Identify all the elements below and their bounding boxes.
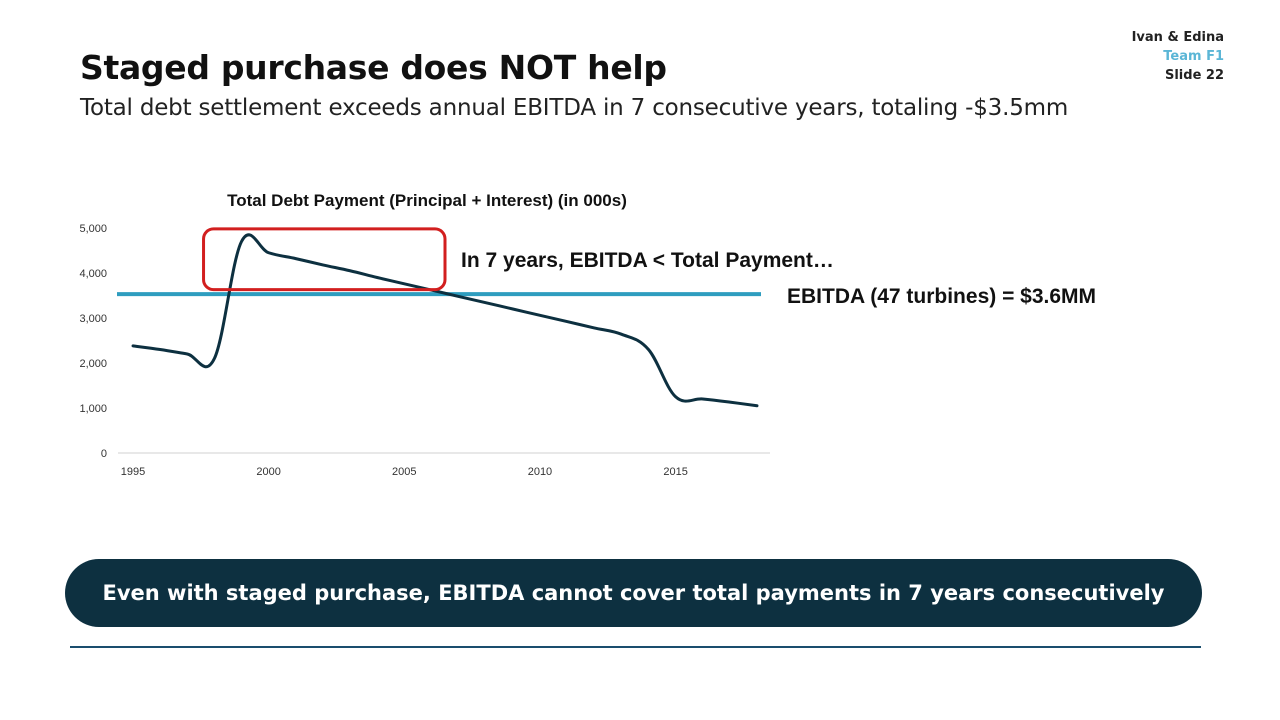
y-axis-ticks: 0 1,000 2,000 3,000 4,000 5,000 xyxy=(79,223,107,460)
x-tick-label: 2000 xyxy=(256,466,280,478)
bottom-divider xyxy=(70,646,1201,648)
y-tick-label: 2,000 xyxy=(79,358,107,370)
author-label: Ivan & Edina xyxy=(1131,30,1224,45)
debt-payment-series-line xyxy=(131,233,759,408)
callout-annotation: In 7 years, EBITDA < Total Payment… xyxy=(461,249,834,272)
slide-title: Staged purchase does NOT help xyxy=(80,48,667,87)
conclusion-text: Even with staged purchase, EBITDA cannot… xyxy=(102,581,1165,605)
slide-number: Slide 22 xyxy=(1164,68,1224,83)
y-tick-label: 1,000 xyxy=(79,403,107,415)
x-tick-label: 2005 xyxy=(392,466,416,478)
chart-title: Total Debt Payment (Principal + Interest… xyxy=(227,191,627,210)
slide-meta: Ivan & Edina Team F1 Slide 22 xyxy=(1132,28,1224,85)
callout-highlight-box xyxy=(202,227,447,292)
team-label: Team F1 xyxy=(1163,49,1224,64)
y-tick-label: 0 xyxy=(101,448,107,460)
slide-subtitle: Total debt settlement exceeds annual EBI… xyxy=(80,95,1069,121)
conclusion-banner: Even with staged purchase, EBITDA cannot… xyxy=(65,559,1202,627)
debt-payment-chart: Total Debt Payment (Principal + Interest… xyxy=(79,191,1096,478)
x-tick-label: 2010 xyxy=(528,466,552,478)
x-axis-ticks: 1995 2000 2005 2010 2015 xyxy=(121,466,688,478)
y-tick-label: 5,000 xyxy=(79,223,107,235)
y-tick-label: 4,000 xyxy=(79,268,107,280)
x-tick-label: 2015 xyxy=(663,466,687,478)
ebitda-label: EBITDA (47 turbines) = $3.6MM xyxy=(787,285,1096,308)
x-tick-label: 1995 xyxy=(121,466,145,478)
y-tick-label: 3,000 xyxy=(79,313,107,325)
